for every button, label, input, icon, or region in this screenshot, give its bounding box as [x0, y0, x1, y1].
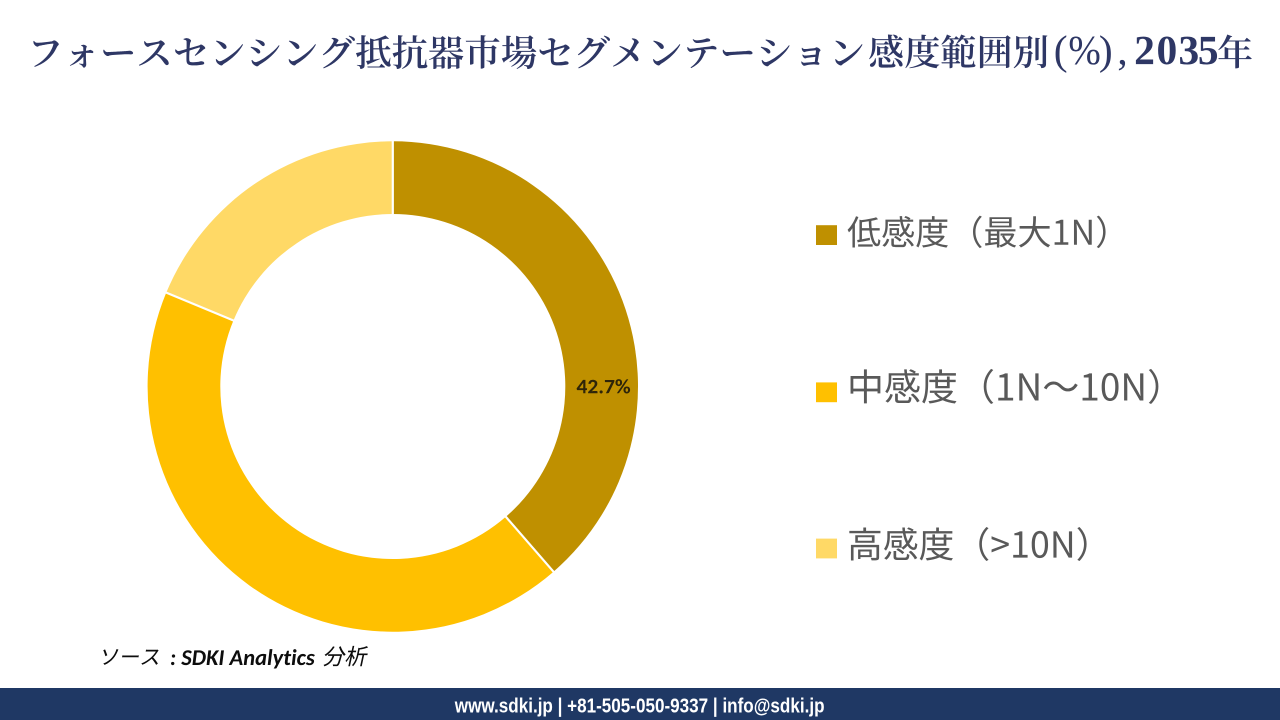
svg-text:www.sdki.jp | +81-505-050-9337: www.sdki.jp | +81-505-050-9337 | info@sd… [454, 695, 825, 717]
